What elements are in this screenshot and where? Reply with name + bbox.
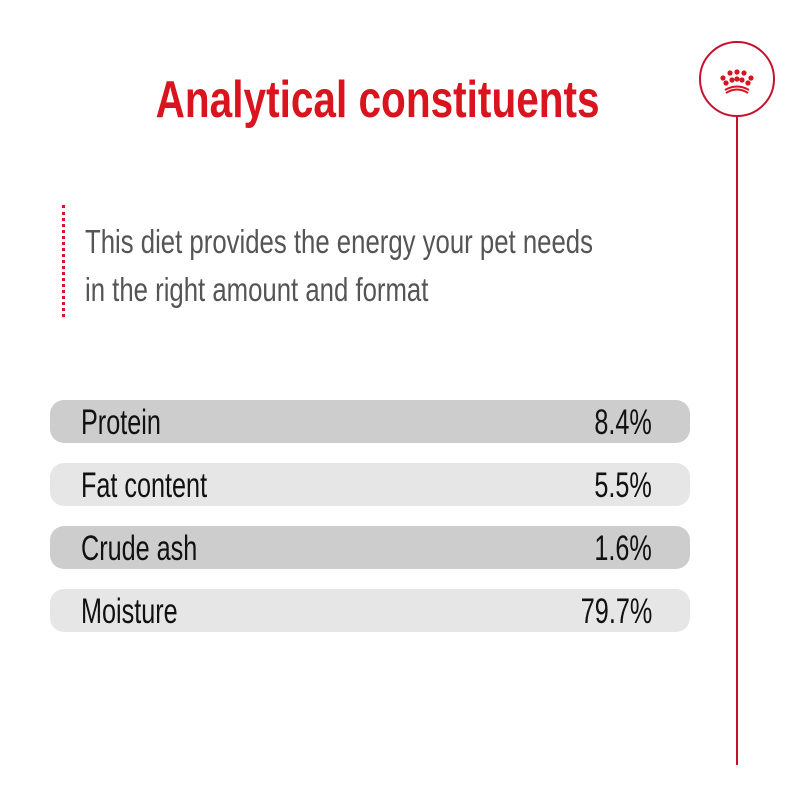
constituent-value: 8.4% bbox=[594, 403, 652, 442]
crown-icon bbox=[720, 69, 754, 94]
brand-logo bbox=[699, 41, 775, 117]
constituent-label: Moisture bbox=[81, 592, 178, 631]
constituent-row: Fat content 5.5% bbox=[50, 463, 690, 506]
dotted-divider bbox=[62, 205, 65, 317]
constituent-row: Moisture 79.7% bbox=[50, 589, 690, 632]
constituent-value: 1.6% bbox=[594, 529, 652, 568]
constituent-value: 5.5% bbox=[594, 466, 652, 505]
constituent-label: Fat content bbox=[81, 466, 208, 505]
constituent-label: Protein bbox=[81, 403, 161, 442]
constituent-label: Crude ash bbox=[81, 529, 198, 568]
description: This diet provides the energy your pet n… bbox=[85, 218, 709, 314]
description-line: in the right amount and format bbox=[85, 271, 429, 308]
constituent-value: 79.7% bbox=[580, 592, 652, 631]
description-line: This diet provides the energy your pet n… bbox=[85, 223, 593, 260]
page-title: Analytical constituents bbox=[155, 71, 600, 129]
timeline-line bbox=[736, 115, 738, 765]
constituent-row: Protein 8.4% bbox=[50, 400, 690, 443]
constituent-row: Crude ash 1.6% bbox=[50, 526, 690, 569]
